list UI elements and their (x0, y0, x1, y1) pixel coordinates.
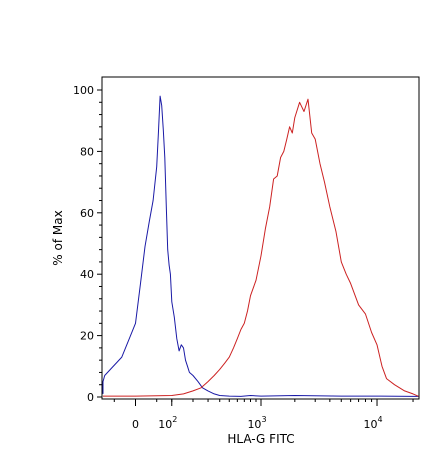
x-tick-label: 0 (132, 418, 139, 431)
y-tick-label: 40 (80, 268, 94, 281)
x-tick-label: 104 (363, 415, 382, 431)
y-tick-label: 60 (80, 207, 94, 220)
x-tick-exponent: 4 (377, 415, 382, 424)
series-line-1 (102, 95, 419, 397)
y-axis-title: % of Max (51, 210, 65, 265)
x-tick-label: 103 (247, 415, 266, 431)
y-tick-label: 20 (80, 330, 94, 343)
x-axis-title: HLA-G FITC (227, 432, 294, 446)
x-tick-label: 102 (158, 415, 177, 431)
x-tick-exponent: 3 (261, 415, 266, 424)
y-axis: 0 20 40 60 80 100 (73, 84, 102, 404)
plot-frame (101, 76, 420, 400)
y-tick-label: 100 (73, 84, 94, 97)
series-line-2 (103, 98, 419, 397)
x-axis: 0102103104105 (113, 399, 414, 431)
series-layer (102, 95, 419, 397)
y-tick-label: 80 (80, 145, 94, 158)
x-tick-exponent: 2 (172, 415, 177, 424)
y-tick-label: 0 (87, 391, 94, 404)
